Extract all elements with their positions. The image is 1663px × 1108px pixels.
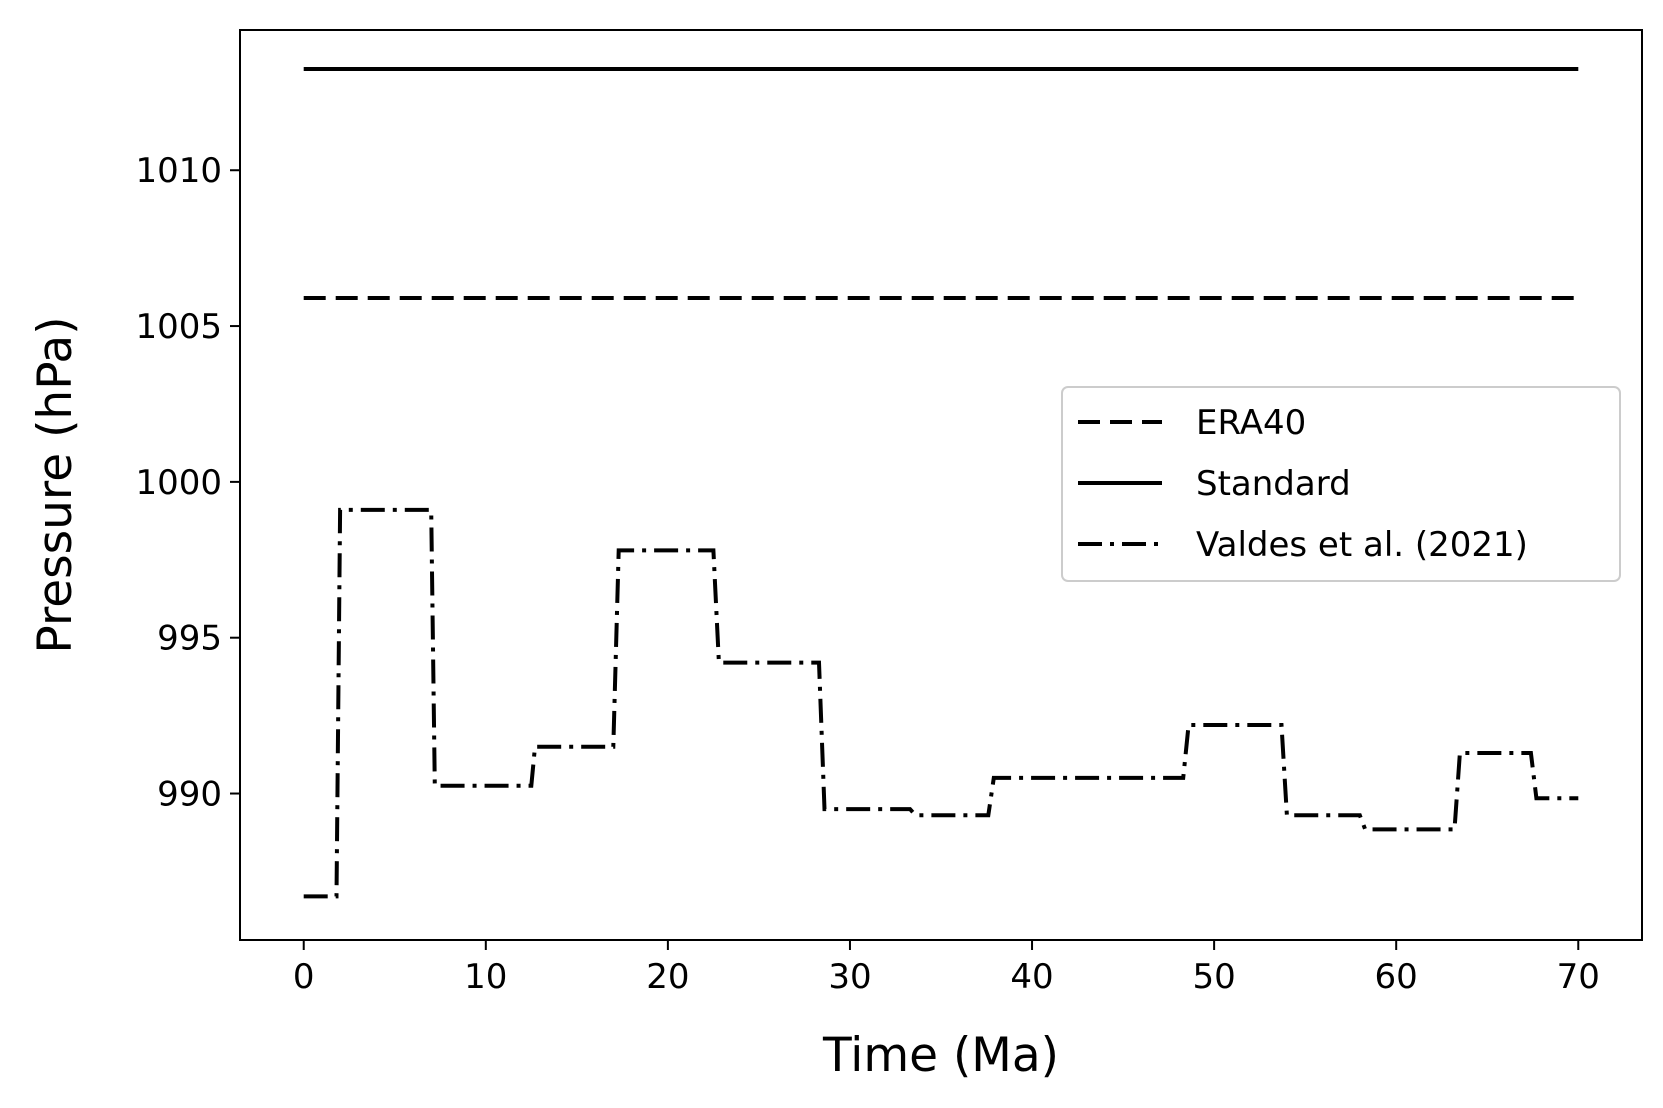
y-axis-title: Pressure (hPa) [28,316,83,653]
series-line-valdes-et-al-2021 [303,507,1579,899]
legend-label: Valdes et al. (2021) [1196,525,1528,565]
plot-frame [239,29,1643,941]
legend: ERA40 Standard Valdes et al. (2021) [1061,386,1621,582]
legend-label: Standard [1196,464,1351,504]
legend-box [1061,386,1621,582]
x-tick-label: 60 [1375,957,1418,997]
y-tick-label: 1000 [135,463,222,503]
x-axis-title: Time (Ma) [822,1028,1059,1083]
x-axis: 0 10 20 30 40 50 60 70 [293,940,1600,997]
y-tick-label: 1005 [135,307,222,347]
x-tick-label: 10 [464,957,507,997]
series-lines [303,67,1579,899]
x-tick-label: 0 [293,957,315,997]
x-tick-label: 50 [1192,957,1235,997]
y-tick-label: 995 [157,619,222,659]
y-tick-label: 990 [157,775,222,815]
x-tick-label: 40 [1010,957,1053,997]
legend-label: ERA40 [1196,403,1306,443]
x-tick-label: 20 [646,957,689,997]
y-tick-label: 1010 [135,151,222,191]
x-tick-label: 70 [1557,957,1600,997]
x-tick-label: 30 [828,957,871,997]
y-axis: 990 995 1000 1005 1010 [135,151,240,815]
